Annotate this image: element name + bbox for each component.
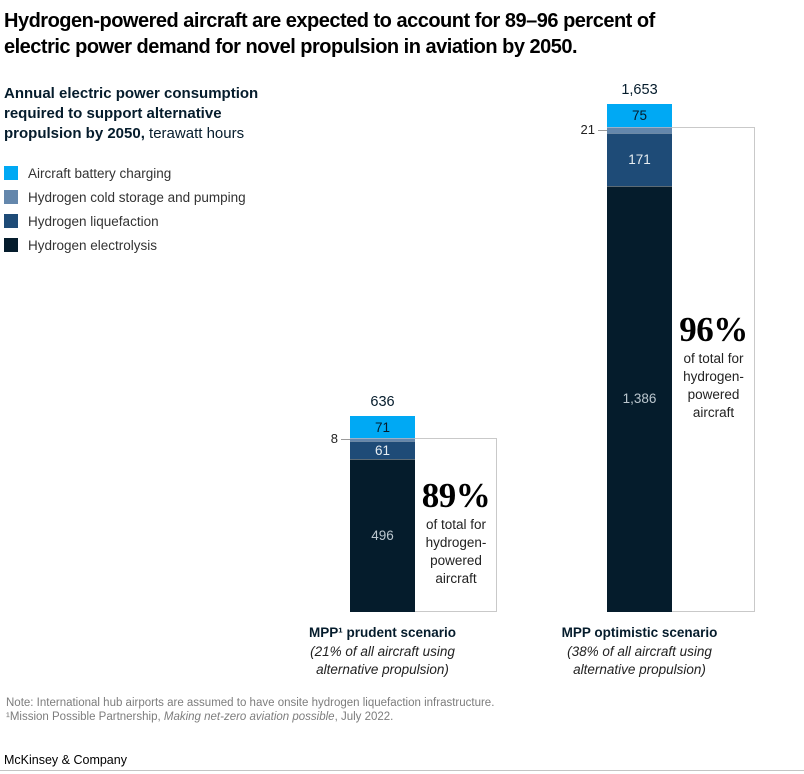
percent-callout-line: aircraft [692,405,735,420]
legend-item: Hydrogen cold storage and pumping [4,185,304,209]
tick-label: 21 [580,121,595,137]
bar-segment-hydrogen-liquefaction: 171 [607,133,672,186]
legend-swatch-icon [4,166,18,180]
tick-line [341,439,350,440]
scenario-label: MPP¹ prudent scenario (21% of all aircraf… [273,624,493,680]
bar-segment-aircraft-battery-charging: 71 [350,416,415,439]
page-title: Hydrogen-powered aircraft are expected t… [4,8,800,60]
legend-label: Hydrogen electrolysis [28,237,158,253]
legend-label: Hydrogen liquefaction [28,213,159,229]
legend-item: Hydrogen liquefaction [4,209,304,233]
percent-value: 89% [421,476,491,515]
bar-segment-hydrogen-cold-storage-and-pumping [350,438,415,441]
segment-value-label: 496 [371,528,394,544]
scenario-subtitle-line: (38% of all aircraft using [567,643,712,659]
segment-value-label: 71 [374,419,391,435]
bar-segment-aircraft-battery-charging: 75 [607,103,672,127]
chart-subtitle: Annual electric power consumption requir… [4,84,288,144]
segment-value-label: 1,386 [622,391,657,407]
bar-segment-hydrogen-cold-storage-and-pumping [607,126,672,134]
tick-label: 8 [330,431,338,447]
bar-segment-hydrogen-liquefaction: 61 [350,440,415,460]
legend-swatch-icon [4,214,18,228]
bar-column: 71 61 496 [350,416,415,612]
percent-callout-line: powered [687,387,740,402]
percent-callout-line: aircraft [435,571,477,586]
chart-unit: terawatt hours [149,125,245,142]
segment-value-label: 61 [374,442,391,458]
legend-label: Hydrogen cold storage and pumping [28,189,246,205]
chart-legend: Aircraft battery charging Hydrogen cold s… [4,161,304,257]
page-title-line2: electric power demand for novel propulsi… [4,36,578,58]
legend-item: Aircraft battery charging [4,161,304,185]
footnote-note: Note: International hub airports are ass… [6,697,495,709]
percent-callout-line: hydrogen- [425,535,487,550]
footnote-source-title: Making net-zero aviation possible [163,711,335,723]
bar-segment-hydrogen-electrolysis: 1,386 [607,185,672,612]
footnote-block: Note: International hub airports are ass… [6,696,706,724]
percent-callout-line: hydrogen- [683,369,744,384]
brand-signature: McKinsey & Company [4,753,127,767]
tick-line [598,130,607,131]
scenario-title: MPP¹ prudent scenario [308,625,457,640]
percent-callout-line: of total for [425,517,487,532]
percent-callout-line: of total for [683,351,744,366]
percent-callout: 89% of total for hydrogen-powered aircraft [415,476,497,588]
chart-subtitle-bold: Annual electric power consumption requir… [4,85,259,142]
scenario-subtitle-line: (21% of all aircraft using [310,643,455,659]
legend-swatch-icon [4,190,18,204]
scenario-subtitle-line: alternative propulsion) [316,662,449,677]
legend-item: Hydrogen electrolysis [4,233,304,257]
footnote-source: ¹Mission Possible Partnership, Making ne… [6,711,394,723]
legend-swatch-icon [4,238,18,252]
percent-callout: 96% of total for hydrogen-powered aircraft [672,310,755,422]
bar-segment-hydrogen-electrolysis: 496 [350,459,415,612]
bar-column: 75 171 1,386 [607,103,672,612]
segment-value-label: 75 [631,107,648,123]
bottom-divider [0,770,804,771]
percent-value: 96% [679,310,748,349]
segment-value-label: 171 [628,151,651,167]
scenario-subtitle-line: alternative propulsion) [573,662,706,677]
legend-label: Aircraft battery charging [28,165,172,181]
bar-total-label: 636 [370,394,395,411]
scenario-label: MPP optimistic scenario (38% of all aircr… [530,624,750,680]
percent-callout-line: powered [430,553,482,568]
scenario-title: MPP optimistic scenario [561,625,718,640]
page-title-line1: Hydrogen-powered aircraft are expected t… [4,10,655,32]
bar-total-label: 1,653 [621,81,658,98]
